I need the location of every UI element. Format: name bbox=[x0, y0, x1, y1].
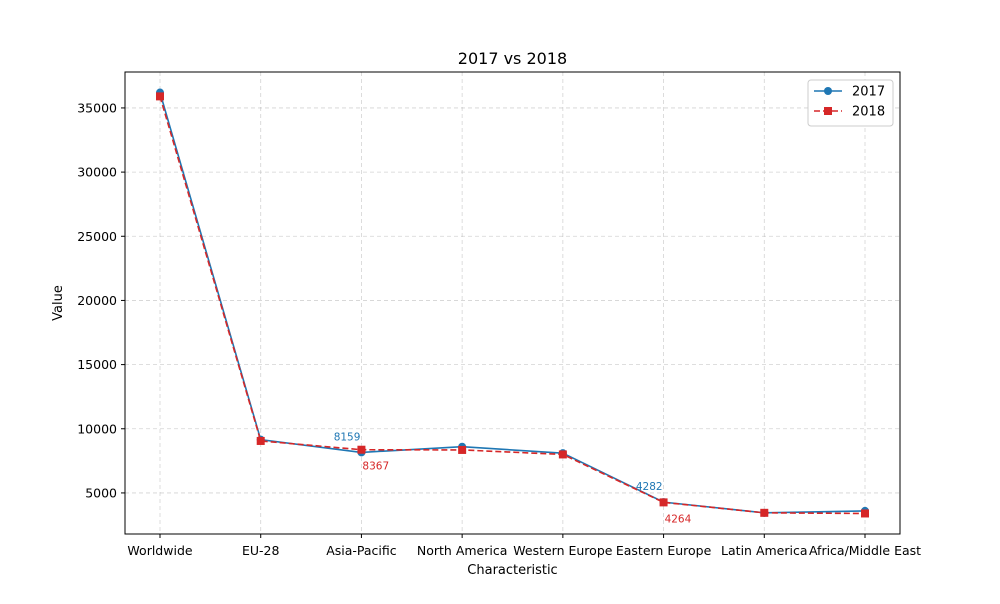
y-axis-label: Value bbox=[51, 285, 66, 321]
data-point bbox=[760, 508, 769, 517]
y-tick-label: 15000 bbox=[77, 357, 117, 372]
data-label: 4264 bbox=[665, 513, 692, 525]
x-tick-label: North America bbox=[417, 543, 508, 558]
data-point bbox=[458, 445, 467, 454]
data-point bbox=[659, 498, 668, 507]
data-point bbox=[256, 436, 265, 445]
data-label: 8159 bbox=[334, 431, 361, 443]
data-label: 4282 bbox=[636, 481, 663, 493]
legend-marker bbox=[824, 87, 832, 95]
legend: 2017 2018 bbox=[807, 79, 894, 127]
y-tick-label: 5000 bbox=[85, 485, 117, 500]
y-tick-label: 35000 bbox=[77, 100, 117, 115]
series-2017 bbox=[156, 88, 869, 517]
data-point bbox=[156, 92, 164, 101]
chart-title: 2017 vs 2018 bbox=[458, 49, 567, 68]
y-tick-label: 25000 bbox=[77, 229, 117, 244]
legend-label: 2018 bbox=[852, 105, 885, 120]
series-2018 bbox=[156, 92, 869, 518]
data-point bbox=[558, 450, 567, 459]
legend-item: 2018 bbox=[814, 105, 885, 120]
x-tick-label: Asia-Pacific bbox=[326, 543, 397, 558]
legend-item: 2017 bbox=[814, 85, 885, 100]
x-tick-label: Eastern Europe bbox=[616, 543, 712, 558]
y-tick-label: 10000 bbox=[77, 421, 117, 436]
legend-label: 2017 bbox=[852, 85, 885, 100]
plot-frame bbox=[124, 71, 901, 535]
x-tick-label: Africa/Middle East bbox=[809, 543, 921, 558]
series-layer bbox=[156, 88, 869, 518]
x-tick-label: Western Europe bbox=[513, 543, 613, 558]
grid bbox=[125, 72, 900, 534]
x-tick-label: Latin America bbox=[721, 543, 807, 558]
ticks: Worldwide EU-28 Asia-Pacific North America W… bbox=[77, 100, 921, 558]
series-line bbox=[159, 96, 866, 515]
data-label: 8367 bbox=[362, 461, 389, 473]
data-point bbox=[357, 445, 366, 454]
y-tick-label: 30000 bbox=[77, 165, 117, 180]
series-line bbox=[159, 92, 866, 514]
y-tick-label: 20000 bbox=[77, 293, 117, 308]
legend-marker bbox=[824, 107, 832, 115]
x-tick-label: EU-28 bbox=[242, 543, 280, 558]
x-tick-label: Worldwide bbox=[127, 543, 192, 558]
annotations: 8159 8367 4282 4264 bbox=[334, 431, 692, 525]
x-axis-label: Characteristic bbox=[467, 563, 557, 578]
data-point bbox=[861, 509, 869, 518]
